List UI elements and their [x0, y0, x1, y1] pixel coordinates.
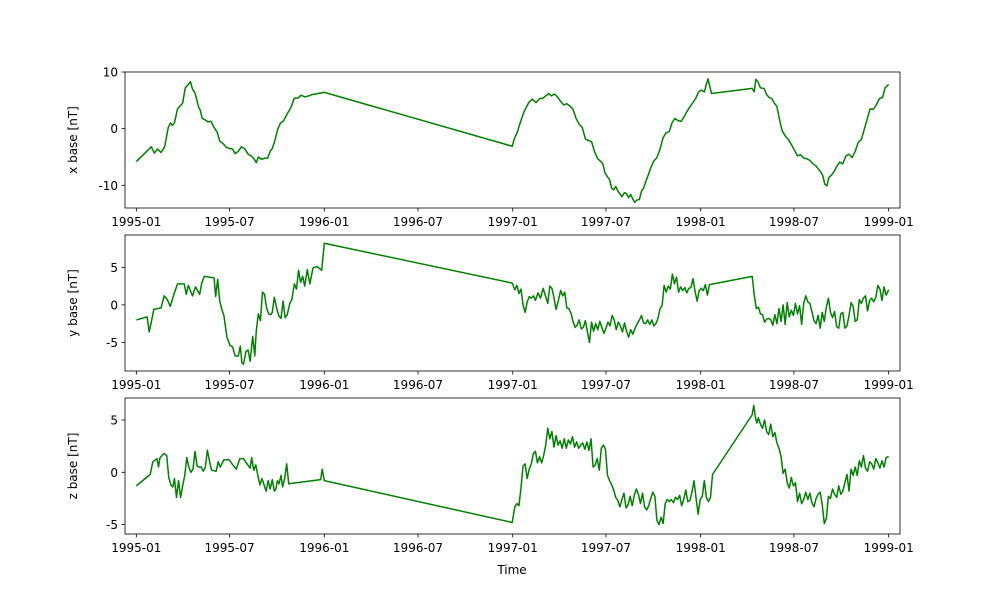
- x-tick-label: 1998-01: [676, 541, 726, 555]
- y-axis-label: z base [nT]: [66, 433, 80, 500]
- x-tick-label: 1995-01: [111, 215, 161, 229]
- x-tick-label: 1996-01: [299, 215, 349, 229]
- x-tick-label: 1997-07: [581, 541, 631, 555]
- x-tick-label: 1998-01: [676, 215, 726, 229]
- y-tick-label: 0: [110, 466, 118, 480]
- x-tick-label: 1996-07: [393, 215, 443, 229]
- subplot-2: 5 0 -5 1995-01 1995-07 1996-01 1996-07 1997-01 1…: [66, 234, 914, 392]
- y-tick-label: 0: [110, 122, 118, 136]
- x-tick-label: 1999-01: [864, 541, 914, 555]
- x-tick-label: 1999-01: [864, 378, 914, 392]
- x-tick-label: 1998-07: [769, 541, 819, 555]
- x-tick-label: 1998-01: [676, 378, 726, 392]
- x-tick-label: 1995-07: [204, 541, 254, 555]
- y-tick-label: -10: [98, 179, 118, 193]
- subplot-3: 5 0 -5 1995-01 1995-07 1996-01 1996-07 1997-01 1…: [66, 397, 914, 555]
- y-tick-label: 5: [110, 413, 118, 427]
- x-axis-label: Time: [496, 563, 526, 577]
- y-tick-label: -5: [106, 336, 118, 350]
- x-tick-label: 1996-01: [299, 378, 349, 392]
- x-tick-label: 1998-07: [769, 215, 819, 229]
- x-tick-label: 1997-07: [581, 378, 631, 392]
- series-line-1: [136, 242, 890, 365]
- subplots: 10 0 -10 1995-01 1995-07 1996-01 1996-07 1997-0…: [66, 66, 914, 556]
- series-line-1: [135, 78, 890, 204]
- series-line-1: [135, 404, 889, 526]
- y-tick-label: 10: [103, 66, 118, 80]
- x-tick-label: 1997-07: [581, 215, 631, 229]
- x-tick-label: 1998-07: [769, 378, 819, 392]
- x-tick-label: 1996-01: [299, 541, 349, 555]
- y-tick-label: 5: [110, 261, 118, 275]
- y-tick-label: 0: [110, 298, 118, 312]
- x-tick-label: 1999-01: [864, 215, 914, 229]
- y-axis-label: x base [nT]: [66, 106, 80, 174]
- x-tick-label: 1997-01: [488, 541, 538, 555]
- x-tick-label: 1997-01: [488, 378, 538, 392]
- x-tick-label: 1996-07: [393, 541, 443, 555]
- x-tick-label: 1995-01: [111, 541, 161, 555]
- x-tick-label: 1995-07: [204, 378, 254, 392]
- x-tick-label: 1997-01: [488, 215, 538, 229]
- x-tick-label: 1995-01: [111, 378, 161, 392]
- y-tick-label: -5: [106, 518, 118, 532]
- x-tick-label: 1996-07: [393, 378, 443, 392]
- subplot-1: 10 0 -10 1995-01 1995-07 1996-01 1996-07 1997-0…: [66, 66, 914, 230]
- y-axis-label: y base [nT]: [66, 269, 80, 337]
- x-tick-label: 1995-07: [204, 215, 254, 229]
